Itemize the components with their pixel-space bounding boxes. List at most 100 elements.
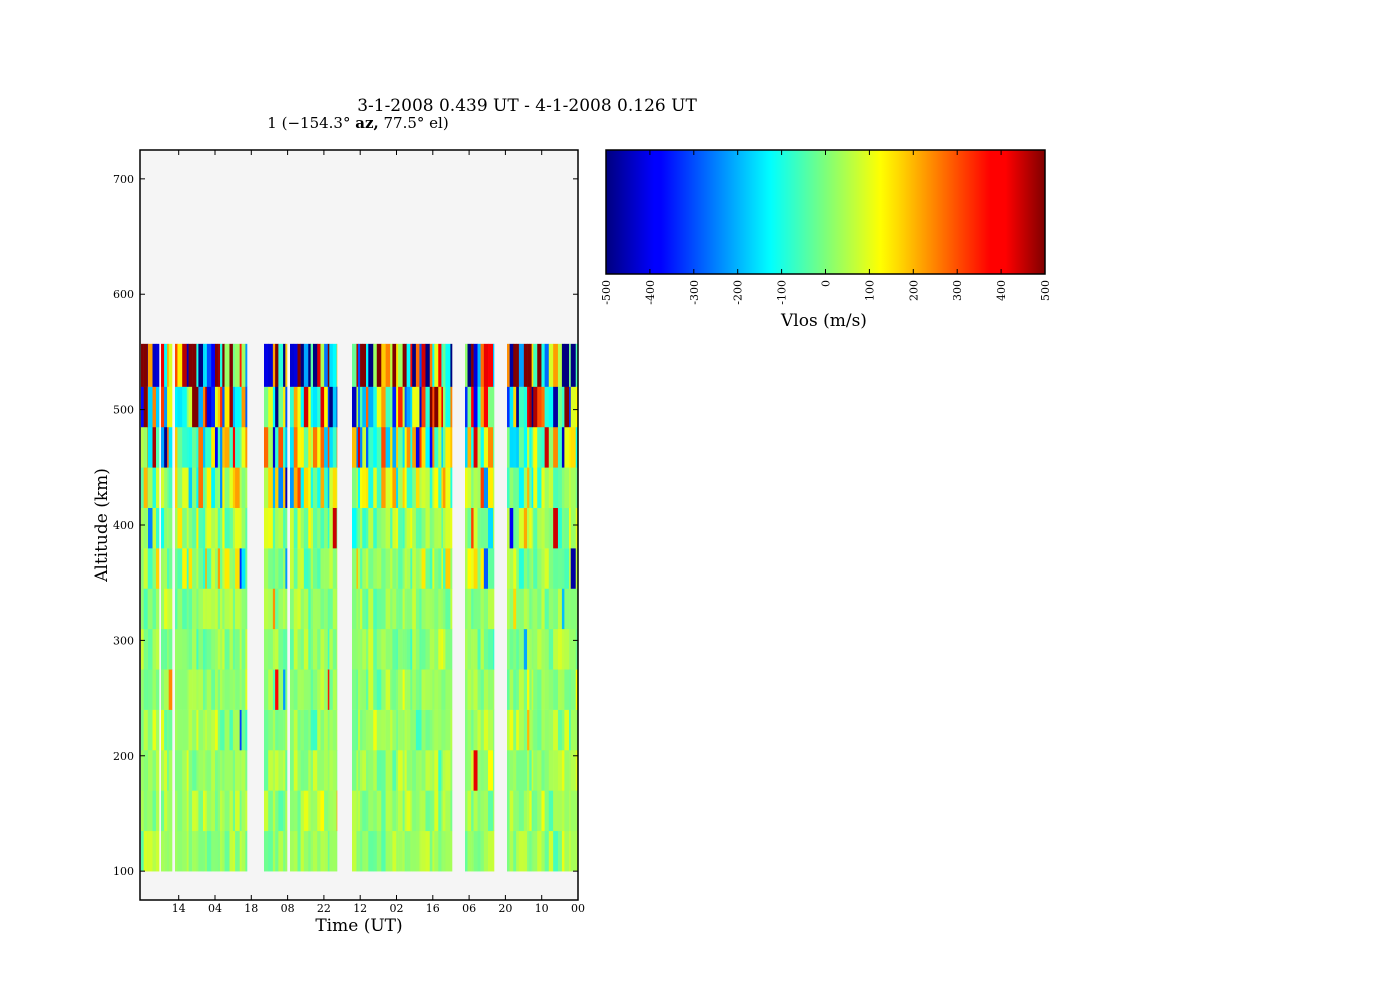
x-tick-label: 06 bbox=[462, 902, 476, 915]
heatmap-cell bbox=[272, 343, 276, 387]
heatmap-cell bbox=[235, 548, 240, 589]
heatmap-cell bbox=[264, 790, 269, 832]
heatmap-cell bbox=[148, 669, 153, 710]
heatmap-cell bbox=[541, 426, 545, 468]
heatmap-cell bbox=[376, 750, 382, 791]
heatmap-cell bbox=[317, 467, 321, 508]
heatmap-cell bbox=[425, 548, 431, 589]
heatmap-cell bbox=[373, 507, 378, 549]
heatmap-cell bbox=[164, 750, 168, 791]
heatmap-cell bbox=[177, 386, 183, 428]
heatmap-cell bbox=[214, 790, 219, 832]
heatmap-cell bbox=[544, 426, 550, 468]
heatmap-cell bbox=[202, 386, 206, 428]
heatmap-cell bbox=[493, 467, 495, 508]
heatmap-cell bbox=[177, 628, 183, 670]
heatmap-cell bbox=[245, 750, 248, 791]
heatmap-cell bbox=[402, 790, 405, 832]
heatmap-cell bbox=[381, 343, 386, 387]
heatmap-cell bbox=[419, 548, 422, 589]
heatmap-cell bbox=[297, 750, 301, 791]
heatmap-cell bbox=[303, 628, 309, 670]
heatmap-cell bbox=[293, 790, 298, 832]
heatmap-cell bbox=[352, 588, 357, 630]
y-tick-label: 500 bbox=[113, 404, 134, 417]
heatmap-cell bbox=[385, 709, 391, 751]
heatmap-cell bbox=[434, 790, 439, 832]
heatmap-cell bbox=[518, 343, 525, 387]
heatmap-cell bbox=[143, 507, 149, 549]
heatmap-cell bbox=[352, 669, 357, 710]
heatmap-cell bbox=[182, 790, 188, 832]
heatmap-cell bbox=[278, 467, 284, 508]
heatmap-cell bbox=[480, 507, 485, 549]
heatmap-cell bbox=[164, 830, 168, 872]
heatmap-cell bbox=[518, 588, 525, 630]
heatmap-cell bbox=[239, 628, 242, 670]
heatmap-cell bbox=[443, 709, 446, 751]
heatmap-cell bbox=[332, 548, 338, 589]
heatmap-cell bbox=[419, 588, 422, 630]
heatmap-cell bbox=[268, 548, 274, 589]
heatmap-cell bbox=[523, 830, 528, 872]
heatmap-cell bbox=[493, 830, 495, 872]
heatmap-cell bbox=[324, 588, 329, 630]
heatmap-cell bbox=[553, 830, 559, 872]
heatmap-cell bbox=[412, 750, 417, 791]
heatmap-cell bbox=[471, 790, 474, 832]
heatmap-cell bbox=[192, 628, 197, 670]
heatmap-cell bbox=[357, 830, 361, 872]
heatmap-cell bbox=[570, 750, 577, 791]
heatmap-cell bbox=[432, 709, 435, 751]
heatmap-cell bbox=[245, 507, 248, 549]
heatmap-cell bbox=[222, 588, 225, 630]
heatmap-cell bbox=[313, 830, 318, 872]
heatmap-cell bbox=[529, 507, 532, 549]
heatmap-cell bbox=[480, 386, 485, 428]
heatmap-cell bbox=[300, 750, 305, 791]
heatmap-cell bbox=[373, 426, 378, 468]
heatmap-cell bbox=[336, 750, 338, 791]
heatmap-cell bbox=[352, 386, 357, 428]
heatmap-cell bbox=[557, 386, 563, 428]
heatmap-cell bbox=[300, 426, 305, 468]
heatmap-cell bbox=[385, 386, 391, 428]
heatmap-cell bbox=[398, 750, 403, 791]
heatmap-cell bbox=[352, 709, 357, 751]
heatmap-cell bbox=[412, 790, 417, 832]
heatmap-cell bbox=[143, 343, 149, 387]
heatmap-cell bbox=[202, 750, 206, 791]
heatmap-cell bbox=[155, 709, 160, 751]
heatmap-cell bbox=[438, 790, 442, 832]
heatmap-cell bbox=[518, 669, 525, 710]
heatmap-cell bbox=[429, 386, 433, 428]
heatmap-cell bbox=[465, 750, 468, 791]
heatmap-cell bbox=[220, 588, 223, 630]
heatmap-cell bbox=[324, 467, 329, 508]
heatmap-cell bbox=[509, 750, 514, 791]
heatmap-cell bbox=[313, 467, 318, 508]
y-tick-label: 700 bbox=[113, 173, 134, 186]
heatmap-cell bbox=[239, 790, 242, 832]
heatmap-cell bbox=[278, 669, 284, 710]
heatmap-cell bbox=[360, 507, 363, 549]
heatmap-cell bbox=[527, 507, 530, 549]
heatmap-cell bbox=[438, 830, 442, 872]
heatmap-cell bbox=[317, 709, 321, 751]
heatmap-cell bbox=[352, 628, 357, 670]
heatmap-cell bbox=[507, 709, 510, 751]
heatmap-cell bbox=[293, 628, 298, 670]
heatmap-cell bbox=[366, 588, 369, 630]
heatmap-cell bbox=[429, 790, 433, 832]
heatmap-cell bbox=[392, 790, 397, 832]
heatmap-cell bbox=[553, 467, 559, 508]
heatmap-cell bbox=[531, 830, 534, 872]
heatmap-cell bbox=[516, 669, 520, 710]
heatmap-cell bbox=[483, 386, 489, 428]
heatmap-cell bbox=[438, 426, 442, 468]
heatmap-cell bbox=[220, 426, 223, 468]
heatmap-cell bbox=[300, 467, 305, 508]
heatmap-cell bbox=[143, 588, 149, 630]
heatmap-cell bbox=[425, 709, 431, 751]
heatmap-cell bbox=[537, 830, 542, 872]
